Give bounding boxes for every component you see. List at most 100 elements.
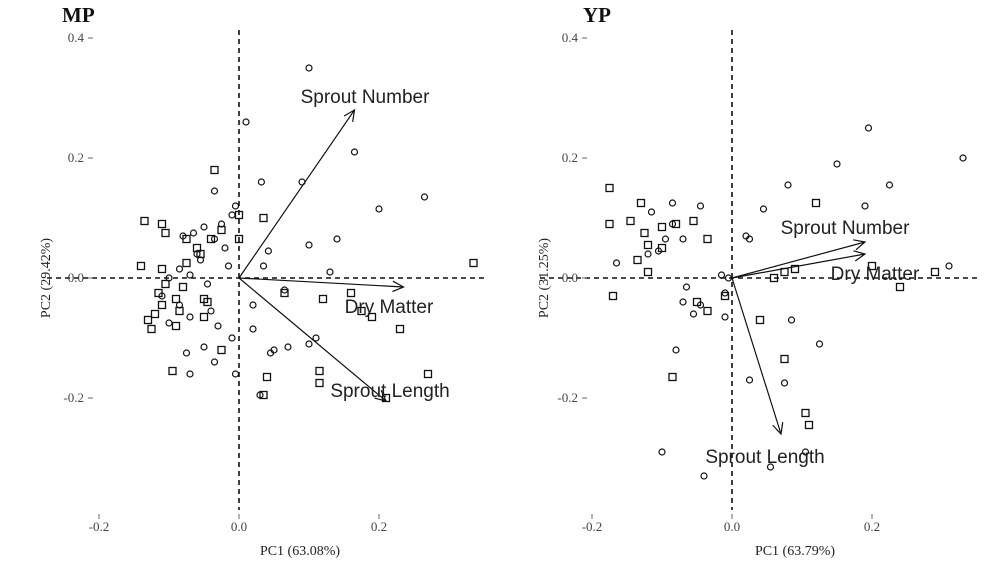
data-point-square bbox=[280, 288, 289, 298]
data-point-circle bbox=[959, 154, 967, 162]
loading-arrow-head bbox=[374, 389, 388, 402]
data-point-square bbox=[150, 309, 160, 319]
data-point-square bbox=[318, 294, 328, 304]
loading-label: Sprout Length bbox=[705, 447, 824, 468]
data-point-circle bbox=[305, 64, 313, 72]
data-point-square bbox=[262, 372, 272, 382]
data-point-circle bbox=[333, 235, 341, 243]
data-point-circle bbox=[864, 124, 873, 132]
y-tick-label: 0.4 bbox=[68, 30, 85, 45]
data-point-square bbox=[930, 267, 940, 277]
data-point-circle bbox=[861, 202, 869, 210]
data-point-circle bbox=[766, 463, 775, 471]
data-point-circle bbox=[647, 208, 656, 216]
loading-arrow-head bbox=[853, 250, 867, 262]
data-point-square bbox=[259, 390, 268, 400]
data-point-circle bbox=[679, 298, 687, 306]
x-tick-label: -0.2 bbox=[582, 519, 603, 534]
data-point-square bbox=[217, 225, 226, 235]
y-tick-label: 0.0 bbox=[562, 270, 578, 285]
y-tick-label: -0.2 bbox=[557, 390, 578, 405]
data-point-square bbox=[206, 234, 216, 244]
panel-title: MP bbox=[62, 3, 95, 27]
data-point-square bbox=[671, 219, 681, 229]
data-point-square bbox=[234, 210, 244, 220]
data-point-square bbox=[643, 267, 653, 277]
x-axis-title: PC1 (63.08%) bbox=[260, 544, 340, 559]
data-point-square bbox=[703, 234, 712, 244]
data-point-circle bbox=[264, 247, 272, 255]
data-point-circle bbox=[682, 283, 691, 291]
data-point-square bbox=[161, 279, 170, 289]
data-point-circle bbox=[759, 205, 768, 213]
data-point-circle bbox=[210, 358, 219, 366]
y-tick-label: 0.2 bbox=[562, 150, 578, 165]
data-point-square bbox=[210, 165, 219, 175]
data-point-square bbox=[315, 366, 324, 376]
loading-arrow-line bbox=[731, 253, 866, 279]
data-point-square bbox=[811, 198, 821, 208]
data-point-circle bbox=[724, 274, 733, 282]
data-point-square bbox=[608, 291, 618, 301]
data-point-circle bbox=[700, 472, 708, 480]
data-point-square bbox=[640, 228, 649, 238]
data-point-square bbox=[605, 183, 614, 193]
data-point-circle bbox=[815, 340, 824, 348]
data-point-square bbox=[626, 216, 635, 226]
x-tick-label: 0.2 bbox=[864, 519, 880, 534]
data-point-circle bbox=[658, 448, 666, 456]
data-point-square bbox=[136, 261, 146, 271]
data-point-circle bbox=[189, 229, 198, 237]
y-tick-label: 0.0 bbox=[68, 270, 84, 285]
data-point-circle bbox=[672, 346, 680, 354]
data-point-circle bbox=[182, 349, 191, 357]
data-point-square bbox=[196, 249, 205, 259]
data-point-circle bbox=[231, 202, 240, 210]
data-point-circle bbox=[249, 301, 257, 309]
x-tick-label: 0.0 bbox=[724, 519, 740, 534]
data-point-circle bbox=[203, 280, 212, 288]
data-point-circle bbox=[833, 160, 841, 168]
data-point-circle bbox=[200, 343, 208, 351]
data-point-square bbox=[182, 234, 191, 244]
data-point-square bbox=[199, 294, 209, 304]
data-point-circle bbox=[175, 265, 184, 273]
y-tick-label: 0.2 bbox=[68, 150, 84, 165]
data-point-circle bbox=[221, 244, 229, 252]
data-point-square bbox=[755, 315, 765, 325]
data-point-circle bbox=[257, 178, 265, 186]
data-point-square bbox=[790, 264, 800, 274]
data-point-circle bbox=[224, 262, 233, 270]
data-point-circle bbox=[231, 370, 240, 378]
data-point-circle bbox=[420, 193, 429, 201]
data-point-square bbox=[636, 198, 646, 208]
data-point-circle bbox=[745, 376, 754, 384]
data-point-square bbox=[140, 216, 149, 226]
data-point-circle bbox=[200, 223, 208, 231]
data-point-circle bbox=[661, 235, 670, 243]
data-point-circle bbox=[165, 319, 173, 327]
data-point-circle bbox=[210, 187, 219, 195]
data-point-circle bbox=[284, 343, 292, 351]
data-point-circle bbox=[945, 262, 953, 270]
data-point-circle bbox=[668, 199, 677, 207]
data-point-circle bbox=[228, 211, 236, 219]
loading-arrow-head bbox=[392, 280, 405, 293]
data-point-square bbox=[143, 315, 153, 325]
data-point-square bbox=[171, 321, 181, 331]
data-point-square bbox=[171, 294, 181, 304]
data-point-square bbox=[168, 366, 177, 376]
data-point-square bbox=[154, 288, 163, 298]
data-point-circle bbox=[885, 181, 894, 189]
data-point-square bbox=[801, 408, 810, 418]
data-point-square bbox=[346, 288, 356, 298]
loading-arrow-head bbox=[772, 422, 784, 436]
y-tick-label: 0.4 bbox=[562, 30, 579, 45]
data-point-square bbox=[157, 300, 167, 310]
data-point-circle bbox=[326, 268, 334, 276]
panel-yp: YP -0.2 0.0 0.2 0.4 -0.2 0.0 0.2 PC1 (63.79%) PC2… bbox=[537, 3, 978, 559]
loading-label: Dry Matter bbox=[831, 264, 920, 285]
data-point-circle bbox=[259, 262, 268, 270]
data-point-circle bbox=[186, 313, 194, 321]
